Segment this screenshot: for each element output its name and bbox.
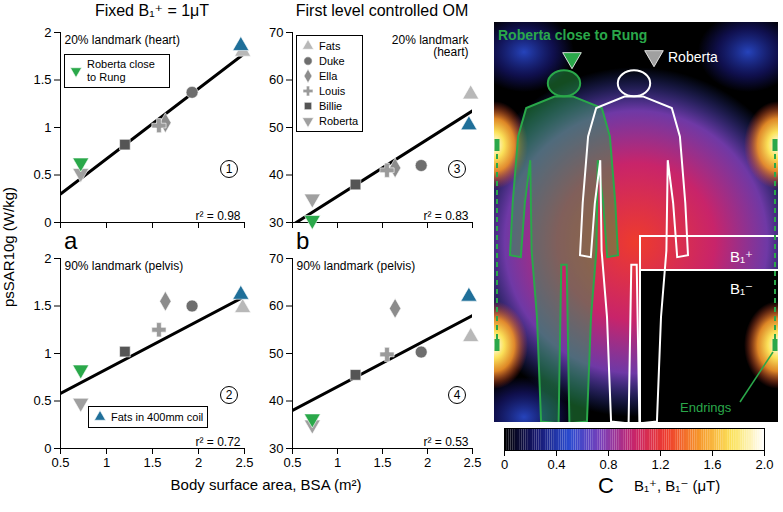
html-text:Fats in 400mm coil: Fats in 400mm coil — [111, 410, 204, 423]
svg-text:60: 60 — [269, 298, 283, 313]
svg-text:Roberta close to Rung: Roberta close to Rung — [498, 27, 647, 43]
svg-text:1: 1 — [103, 455, 110, 470]
html-text:First level controlled OM: First level controlled OM — [295, 2, 469, 19]
html-text:Body surface area, BSA (m²): Body surface area, BSA (m²) — [170, 476, 362, 493]
html-text:B₁⁺, B₁⁻ (μT): B₁⁺, B₁⁻ (μT) — [634, 477, 721, 494]
svg-text:0.8: 0.8 — [599, 457, 617, 472]
html-text:Duke: Duke — [319, 54, 345, 67]
svg-text:50: 50 — [269, 346, 283, 361]
svg-text:0: 0 — [44, 441, 51, 456]
svg-text:1.6: 1.6 — [703, 457, 721, 472]
svg-text:70: 70 — [269, 251, 283, 266]
svg-text:0.5: 0.5 — [283, 455, 301, 470]
html-text:b: b — [296, 227, 310, 254]
svg-text:B₁⁻: B₁⁻ — [730, 280, 753, 297]
html-text:Louis: Louis — [319, 84, 346, 97]
svg-text:2: 2 — [424, 455, 431, 470]
svg-text:0: 0 — [501, 457, 508, 472]
svg-text:30: 30 — [269, 215, 283, 230]
html-text:Fats: Fats — [319, 39, 341, 52]
html-text:Roberta close to Rung: Roberta close to Rung — [87, 58, 155, 83]
html-text:4: 4 — [453, 388, 461, 402]
svg-text:40: 40 — [269, 393, 283, 408]
svg-text:1.5: 1.5 — [373, 455, 391, 470]
html-text:a: a — [64, 227, 78, 254]
svg-text:2.0: 2.0 — [755, 457, 773, 472]
svg-text:90% landmark (pelvis): 90% landmark (pelvis) — [297, 259, 416, 273]
html-text:1: 1 — [225, 162, 233, 176]
svg-text:B₁⁺: B₁⁺ — [730, 248, 753, 265]
svg-text:30: 30 — [269, 441, 283, 456]
svg-text:60: 60 — [269, 72, 283, 87]
svg-text:1: 1 — [44, 120, 51, 135]
svg-text:50: 50 — [269, 120, 283, 135]
svg-text:1.5: 1.5 — [143, 455, 161, 470]
svg-text:20% landmark(heart): 20% landmark(heart) — [392, 33, 470, 59]
svg-text:r² = 0.98: r² = 0.98 — [195, 209, 240, 223]
svg-text:1.2: 1.2 — [651, 457, 669, 472]
svg-text:Endrings: Endrings — [680, 400, 732, 415]
svg-text:0.4: 0.4 — [547, 457, 565, 472]
svg-text:70: 70 — [269, 25, 283, 40]
svg-text:40: 40 — [269, 167, 283, 182]
html-text:psSAR10g (W/kg): psSAR10g (W/kg) — [0, 187, 17, 307]
svg-text:0: 0 — [44, 215, 51, 230]
svg-text:1: 1 — [44, 346, 51, 361]
svg-text:0.5: 0.5 — [51, 455, 69, 470]
svg-text:0.5: 0.5 — [33, 393, 51, 408]
svg-text:1.5: 1.5 — [33, 298, 51, 313]
html-text:Billie: Billie — [319, 99, 343, 112]
html-text:Ella: Ella — [319, 69, 338, 82]
svg-text:2: 2 — [44, 251, 51, 266]
html-text:3: 3 — [453, 162, 461, 176]
svg-text:2.5: 2.5 — [235, 455, 253, 470]
svg-text:1: 1 — [334, 455, 341, 470]
svg-text:r² = 0.53: r² = 0.53 — [423, 435, 468, 449]
svg-text:2.5: 2.5 — [463, 455, 481, 470]
html-text:Fixed B₁⁺ = 1μT: Fixed B₁⁺ = 1μT — [94, 2, 210, 19]
html-text:C: C — [598, 473, 614, 498]
svg-text:90% landmark (pelvis): 90% landmark (pelvis) — [65, 259, 184, 273]
svg-text:Roberta: Roberta — [668, 49, 718, 65]
svg-text:2: 2 — [44, 25, 51, 40]
svg-text:r² = 0.83: r² = 0.83 — [423, 209, 468, 223]
html-text:Roberta: Roberta — [319, 114, 359, 127]
svg-text:0.5: 0.5 — [33, 167, 51, 182]
svg-text:1.5: 1.5 — [33, 72, 51, 87]
html-text:2: 2 — [225, 388, 233, 402]
svg-text:20% landmark (heart): 20% landmark (heart) — [65, 33, 180, 47]
svg-text:r² = 0.72: r² = 0.72 — [195, 435, 240, 449]
svg-text:2: 2 — [195, 455, 202, 470]
